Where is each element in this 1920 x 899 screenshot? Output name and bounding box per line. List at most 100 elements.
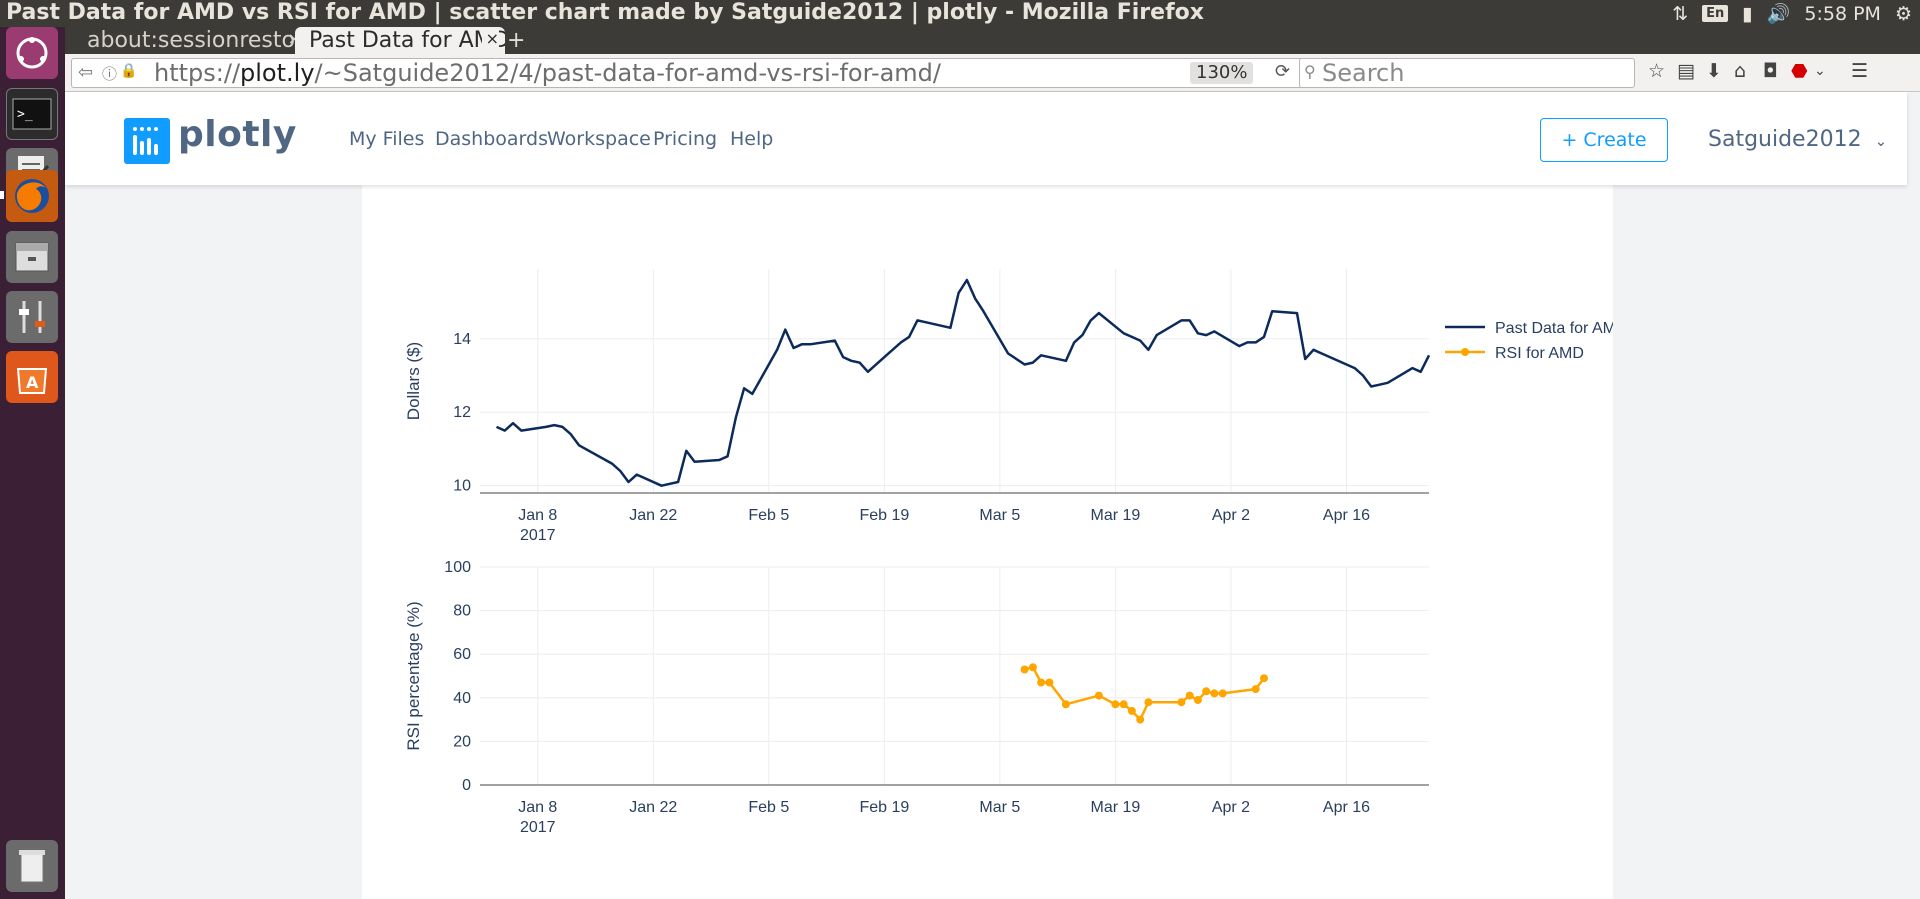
reading-list-icon[interactable]: ▤ xyxy=(1677,60,1695,82)
legend-label-price: Past Data for AMD xyxy=(1495,320,1613,337)
series-point xyxy=(1020,665,1029,674)
dash-home-icon[interactable] xyxy=(6,27,58,79)
nav-workspace[interactable]: Workspace xyxy=(547,128,651,150)
volume-icon[interactable]: 🔊 xyxy=(1766,3,1791,25)
x-tick-year-label: 2017 xyxy=(520,819,556,836)
menu-hamburger-icon[interactable]: ☰ xyxy=(1851,60,1869,82)
battery-icon[interactable]: ▮ xyxy=(1742,2,1753,25)
y-tick-label: 14 xyxy=(453,331,471,348)
reload-icon[interactable]: ⟳ xyxy=(1275,61,1291,82)
x-tick-label: Apr 2 xyxy=(1212,799,1250,816)
username: Satguide2012 xyxy=(1708,127,1862,152)
series-point xyxy=(1037,678,1046,687)
x-tick-label: Feb 19 xyxy=(859,507,909,524)
series-point xyxy=(1144,698,1153,707)
bookmark-star-icon[interactable]: ☆ xyxy=(1648,60,1666,82)
svg-text:>_: >_ xyxy=(17,107,33,122)
url-bar[interactable]: ⇦ ⓘ 🔒 https://plot.ly/~Satguide2012/4/pa… xyxy=(71,58,1306,88)
series-point xyxy=(1045,678,1054,687)
chevron-down-icon[interactable]: ⌄ xyxy=(1814,63,1826,79)
x-tick-label: Mar 5 xyxy=(979,799,1020,816)
page-scrollbar[interactable] xyxy=(1907,92,1920,899)
y-tick-label: 10 xyxy=(453,478,471,495)
settings-gear-icon[interactable]: ⚙ xyxy=(1894,2,1912,25)
os-indicators: ⇅ En ▮ 🔊 5:58 PM ⚙ xyxy=(1672,0,1912,27)
plotly-logo-text[interactable]: plotly xyxy=(178,114,297,155)
x-tick-label: Mar 5 xyxy=(979,507,1020,524)
file-manager-icon[interactable] xyxy=(6,231,58,283)
plotly-logo-icon[interactable] xyxy=(124,118,170,164)
keyboard-layout-indicator[interactable]: En xyxy=(1702,5,1729,22)
nav-dashboards[interactable]: Dashboards xyxy=(435,128,548,150)
series-point xyxy=(1119,700,1128,709)
browser-tab-bar: about:sessionrestore × Past Data for AMD… xyxy=(65,27,1920,54)
tab-label: about:sessionrestore xyxy=(87,28,307,53)
series-line xyxy=(495,278,1431,487)
new-tab-plus-icon[interactable]: + xyxy=(507,28,526,53)
y-tick-label: 100 xyxy=(444,559,471,576)
y-tick-label: 60 xyxy=(453,646,471,663)
y-tick-label: 80 xyxy=(453,603,471,620)
network-icon[interactable]: ⇅ xyxy=(1672,2,1689,25)
search-icon: ⚲ xyxy=(1304,62,1316,81)
x-tick-label: Apr 16 xyxy=(1323,507,1370,524)
plotly-header: plotly My Files Dashboards Workspace Pri… xyxy=(65,92,1907,185)
x-tick-label: Feb 19 xyxy=(859,799,909,816)
software-center-icon[interactable]: A xyxy=(6,351,58,403)
x-tick-label: Mar 19 xyxy=(1091,507,1141,524)
plotly-page: plotly My Files Dashboards Workspace Pri… xyxy=(65,92,1920,899)
trash-icon[interactable] xyxy=(6,840,58,892)
search-bar[interactable]: ⚲ Search xyxy=(1299,58,1635,88)
clock[interactable]: 5:58 PM xyxy=(1804,2,1881,25)
x-tick-label: Jan 22 xyxy=(629,507,677,524)
zoom-level-badge[interactable]: 130% xyxy=(1190,62,1254,84)
download-icon[interactable]: ⬇ xyxy=(1706,60,1722,82)
close-icon[interactable]: × xyxy=(481,29,499,48)
y-tick-label: 40 xyxy=(453,690,471,707)
x-tick-label: Feb 5 xyxy=(748,799,789,816)
series-point xyxy=(1094,691,1103,700)
search-placeholder: Search xyxy=(1322,59,1405,87)
series-point xyxy=(1193,696,1202,704)
url-text: https://plot.ly/~Satguide2012/4/past-dat… xyxy=(154,59,942,87)
info-icon[interactable]: ⓘ xyxy=(102,65,118,83)
x-tick-label: Apr 16 xyxy=(1323,799,1370,816)
x-tick-label: Apr 2 xyxy=(1212,507,1250,524)
system-settings-icon[interactable] xyxy=(6,291,58,343)
legend[interactable]: Past Data for AMD RSI for AMD xyxy=(1445,320,1613,362)
tab-session-restore[interactable]: about:sessionrestore × xyxy=(87,27,307,54)
nav-help[interactable]: Help xyxy=(730,128,774,150)
user-menu[interactable]: Satguide2012 ⌄ xyxy=(1708,127,1887,152)
price-subplot: Jan 8 2017 Jan 22 Feb 5 Feb 19 Mar 5 Mar 19 Apr… xyxy=(404,269,1431,544)
y-tick-label: 0 xyxy=(462,777,471,794)
y-axis-title: RSI percentage (%) xyxy=(404,601,423,750)
series-point xyxy=(1202,687,1211,696)
firefox-icon[interactable] xyxy=(6,170,58,222)
launcher: >_ A xyxy=(0,27,65,899)
nav-pricing[interactable]: Pricing xyxy=(653,128,718,150)
x-tick-label: Jan 22 xyxy=(629,799,677,816)
create-button[interactable]: + Create xyxy=(1540,118,1668,162)
terminal-icon[interactable]: >_ xyxy=(6,88,58,140)
series-line xyxy=(1024,666,1265,721)
tab-label: Past Data for AMD vs RSI for AMD xyxy=(309,28,505,53)
series-point xyxy=(1251,685,1260,694)
home-icon[interactable]: ⌂ xyxy=(1734,60,1747,82)
lock-icon: 🔒 xyxy=(120,63,138,79)
nav-my-files[interactable]: My Files xyxy=(349,128,425,150)
series-point xyxy=(1136,715,1145,724)
series-point xyxy=(1127,706,1136,715)
x-tick-label: Mar 19 xyxy=(1091,799,1141,816)
adblock-icon[interactable]: ⬣ xyxy=(1791,60,1808,82)
series-point xyxy=(1177,698,1186,707)
chart-card: Jan 8 2017 Jan 22 Feb 5 Feb 19 Mar 5 Mar 19 Apr… xyxy=(362,185,1613,899)
series-point xyxy=(1111,700,1120,709)
x-tick-label: Jan 8 xyxy=(518,507,557,524)
series-point xyxy=(1210,689,1219,698)
y-tick-label: 12 xyxy=(453,404,471,421)
series-point xyxy=(1061,700,1070,709)
pocket-icon[interactable]: ◘ xyxy=(1763,60,1779,82)
tab-plotly-chart[interactable]: Past Data for AMD vs RSI for AMD × xyxy=(295,27,505,54)
back-arrow-icon[interactable]: ⇦ xyxy=(78,62,94,83)
